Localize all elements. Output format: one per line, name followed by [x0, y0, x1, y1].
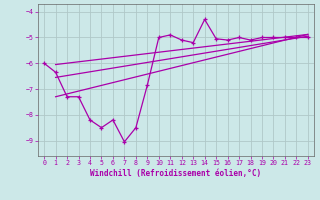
X-axis label: Windchill (Refroidissement éolien,°C): Windchill (Refroidissement éolien,°C) [91, 169, 261, 178]
